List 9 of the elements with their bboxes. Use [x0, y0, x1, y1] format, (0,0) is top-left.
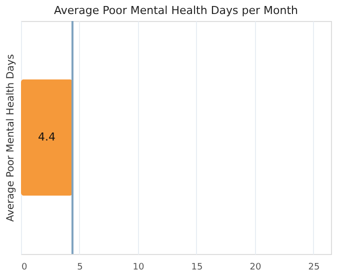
data-label: 4.4 — [38, 130, 56, 144]
x-tick-label: 25 — [308, 262, 320, 272]
x-tick-label: 15 — [191, 262, 203, 272]
y-axis-title: Average Poor Mental Health Days — [6, 54, 16, 222]
x-tick-label: 10 — [132, 262, 144, 272]
x-tick-label: 0 — [22, 262, 28, 272]
chart-title: Average Poor Mental Health Days per Month — [54, 4, 298, 17]
x-tick-label: 20 — [250, 262, 262, 272]
x-tick-label: 5 — [77, 262, 83, 272]
